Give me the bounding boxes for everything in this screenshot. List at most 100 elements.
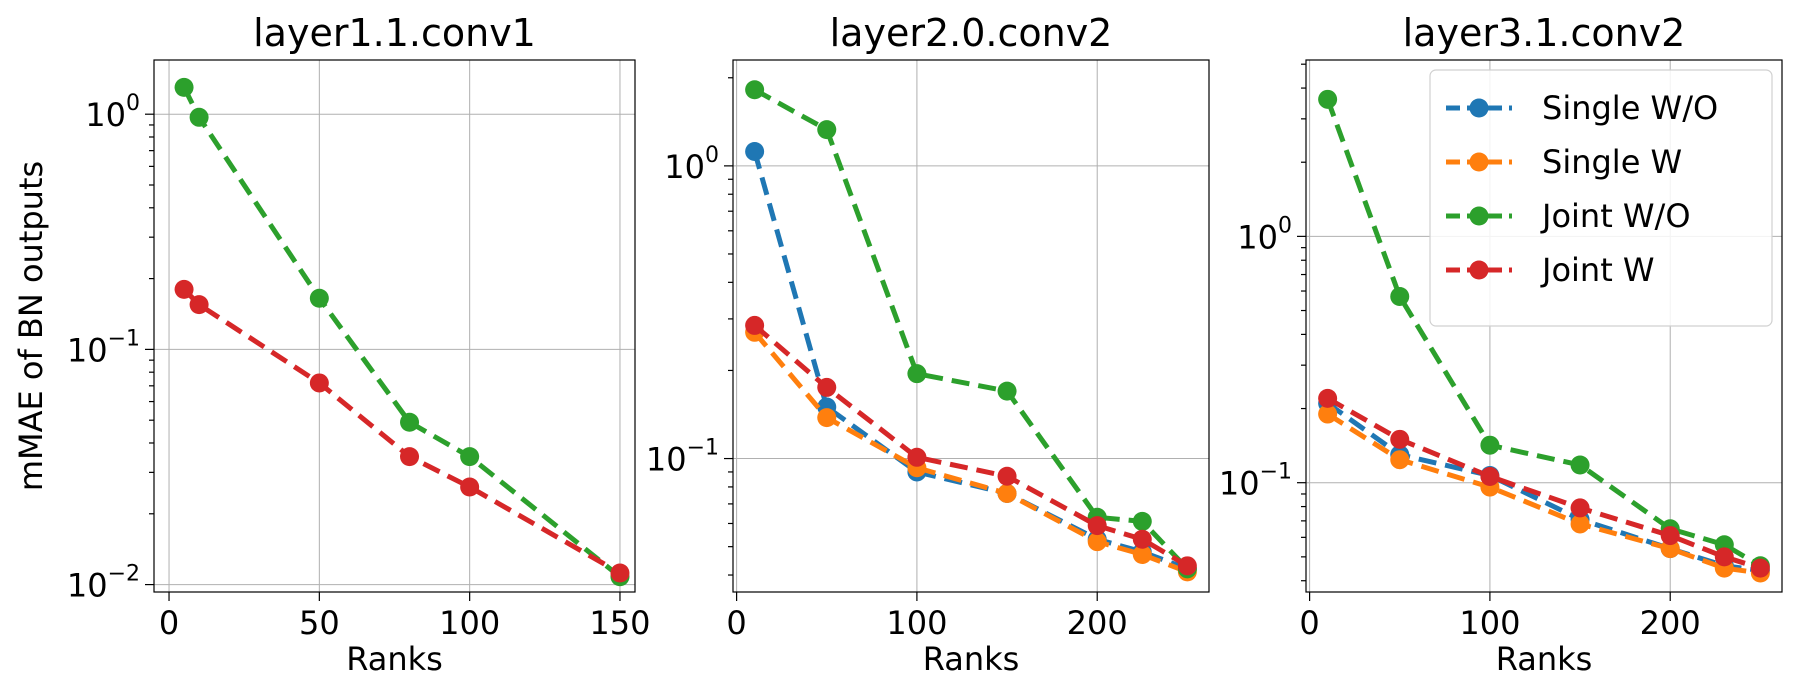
x-tick-label: 50 [299,604,340,642]
series-line [753,323,1189,568]
x-tick-label: 150 [589,604,650,642]
data-point [460,447,480,467]
data-point [1480,435,1500,455]
plot-frame [153,59,636,593]
data-point [745,141,765,161]
data-point [907,447,927,467]
series-joint-w-o [745,80,1197,579]
x-tick-label: 100 [886,604,947,642]
data-point [400,412,420,432]
x-axis-label: Ranks [923,640,1020,678]
legend-label: Single W [1542,143,1682,181]
data-point [309,288,329,308]
y-tick-label: 10−1 [1219,460,1292,503]
x-tick-label: 100 [439,604,500,642]
data-point [1177,556,1197,576]
legend-marker [1469,260,1489,280]
plot-frame [1305,59,1783,593]
legend-entry: Joint W [1446,251,1655,289]
y-axis-label: mMAE of BN outputs [12,161,50,491]
data-point [1714,547,1734,567]
legend-entry: Joint W/O [1446,197,1691,235]
series-joint-w [1318,388,1770,578]
series-joint-w [745,315,1197,576]
data-point [174,77,194,97]
data-point [1132,545,1152,565]
data-point [1132,529,1152,549]
x-tick-label: 200 [1640,604,1701,642]
data-point [907,364,927,384]
x-axis-label: Ranks [346,640,443,678]
data-point [745,315,765,335]
series-single-w-o [1318,393,1770,581]
chart-panel-3: 0 100 200 100 10−1 layer3.1.conv2 Ranks Single … [1219,11,1783,678]
plot-frame [732,59,1210,593]
data-point [1087,532,1107,552]
x-tick-label: 200 [1067,604,1128,642]
data-point [817,120,837,140]
chart-panel-2: 0 100 200 100 10−1 layer2.0.conv2 Ranks [646,11,1210,678]
legend-entry: Single W [1446,143,1682,181]
series-line [752,150,1189,572]
data-point [1570,498,1590,518]
series-joint-w-o [174,77,630,587]
series-joint-w [174,279,630,583]
data-point [1318,404,1338,424]
x-axis-label: Ranks [1496,640,1593,678]
legend-marker [1469,206,1489,226]
series-line [1326,401,1761,574]
data-point [997,381,1017,401]
data-point [309,373,329,393]
data-point [1087,516,1107,536]
y-tick-label: 10−1 [67,326,140,369]
legend-entry: Single W/O [1446,89,1718,127]
data-point [1570,514,1590,534]
data-point [174,279,194,299]
x-tick-label: 0 [159,604,179,642]
legend: Single W/O Single W Joint W/O Joint W [1429,69,1773,327]
series-line [753,87,1190,571]
data-point [400,447,420,467]
chart-title: layer3.1.conv2 [1403,11,1686,55]
y-tick-label: 100 [85,91,140,134]
series-single-w-o [745,141,1197,579]
series-line [181,86,622,579]
data-point [1390,429,1410,449]
x-tick-label: 0 [726,604,746,642]
legend-marker [1469,152,1489,172]
data-point [817,408,837,428]
series-line [1326,396,1762,571]
x-tick-label: 0 [1299,604,1319,642]
data-point [189,295,209,315]
data-point [817,377,837,397]
y-tick-label: 100 [1237,213,1292,256]
chart-title: layer1.1.conv1 [253,11,536,55]
chart-title: layer2.0.conv2 [830,11,1113,55]
y-tick-label: 10−1 [646,436,719,479]
series-line [752,330,1189,575]
y-tick-label: 10−2 [67,562,140,605]
data-point [189,107,209,127]
data-point [460,477,480,497]
data-point [1660,526,1680,546]
data-point [1480,466,1500,486]
data-point [1570,455,1590,475]
data-point [1750,558,1770,578]
legend-marker [1469,98,1489,118]
data-point [997,466,1017,486]
legend-label: Single W/O [1542,89,1718,127]
data-point [1132,511,1152,531]
series-line [182,287,622,576]
legend-label: Joint W [1540,251,1655,289]
data-point [1390,450,1410,470]
chart-panel-1: 0 50 100 150 100 10−1 10−2 layer1.1.conv1 Ranks m… [12,11,651,678]
y-tick-label: 100 [664,143,719,186]
x-tick-label: 100 [1459,604,1520,642]
data-point [1660,539,1680,559]
data-point [997,483,1017,503]
data-point [610,563,630,583]
legend-box [1429,69,1773,327]
data-point [745,80,765,100]
data-point [1390,287,1410,307]
